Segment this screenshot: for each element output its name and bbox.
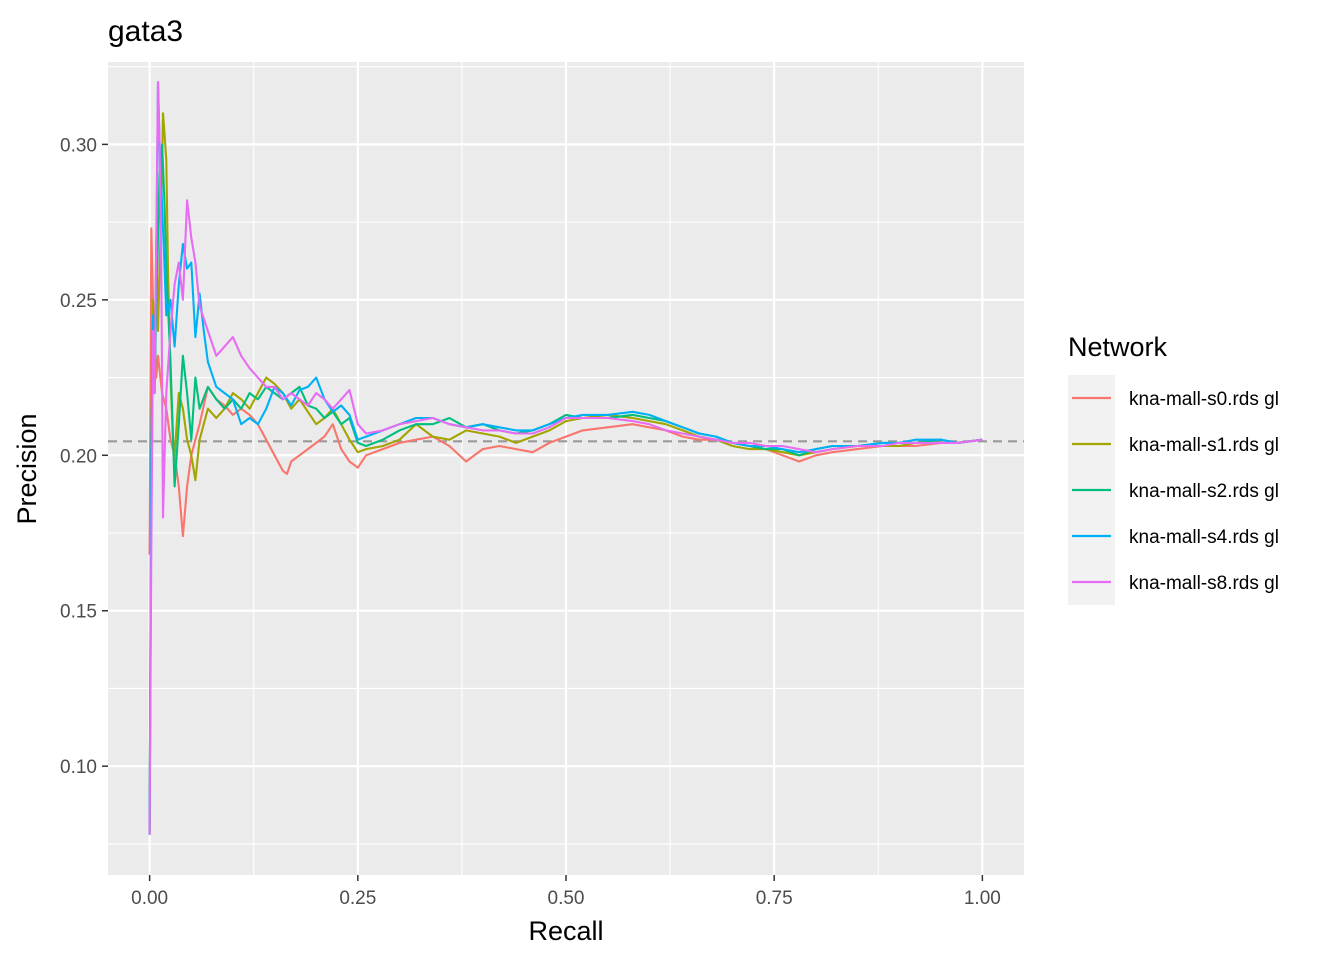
- x-tick-label: 1.00: [964, 888, 1001, 909]
- chart-title: gata3: [108, 15, 183, 48]
- x-tick-label: 0.00: [131, 888, 168, 909]
- legend-label: kna-mall-s4.rds gl: [1129, 527, 1279, 548]
- x-tick-label: 0.75: [756, 888, 793, 909]
- legend-title: Network: [1068, 332, 1168, 362]
- legend-label: kna-mall-s1.rds gl: [1129, 435, 1279, 456]
- y-tick-label: 0.15: [60, 602, 97, 623]
- y-tick-label: 0.20: [60, 446, 97, 467]
- legend-label: kna-mall-s8.rds gl: [1129, 573, 1279, 594]
- y-tick-label: 0.10: [60, 757, 97, 778]
- series-layer: [148, 81, 983, 835]
- legend-label: kna-mall-s0.rds gl: [1129, 389, 1279, 410]
- axis-layer: 0.00 0.25 0.50 0.75 1.00 0.10 0.15 0.20 0.25 0.30: [60, 135, 1001, 909]
- y-tick-label: 0.25: [60, 291, 97, 312]
- x-tick-label: 0.25: [339, 888, 376, 909]
- x-tick-label: 0.50: [548, 888, 585, 909]
- legend-label: kna-mall-s2.rds gl: [1129, 481, 1279, 502]
- series-line-3: [148, 81, 983, 835]
- legend-items: kna-mall-s0.rds gl kna-mall-s1.rds gl kna-…: [1068, 375, 1279, 605]
- series-line-4: [148, 81, 983, 835]
- legend: Network kna-mall-s0.rds gl kna-mall-s1.rd…: [1068, 332, 1279, 605]
- y-tick-label: 0.30: [60, 135, 97, 156]
- y-axis-title: Precision: [12, 413, 42, 524]
- x-axis-title: Recall: [528, 916, 603, 946]
